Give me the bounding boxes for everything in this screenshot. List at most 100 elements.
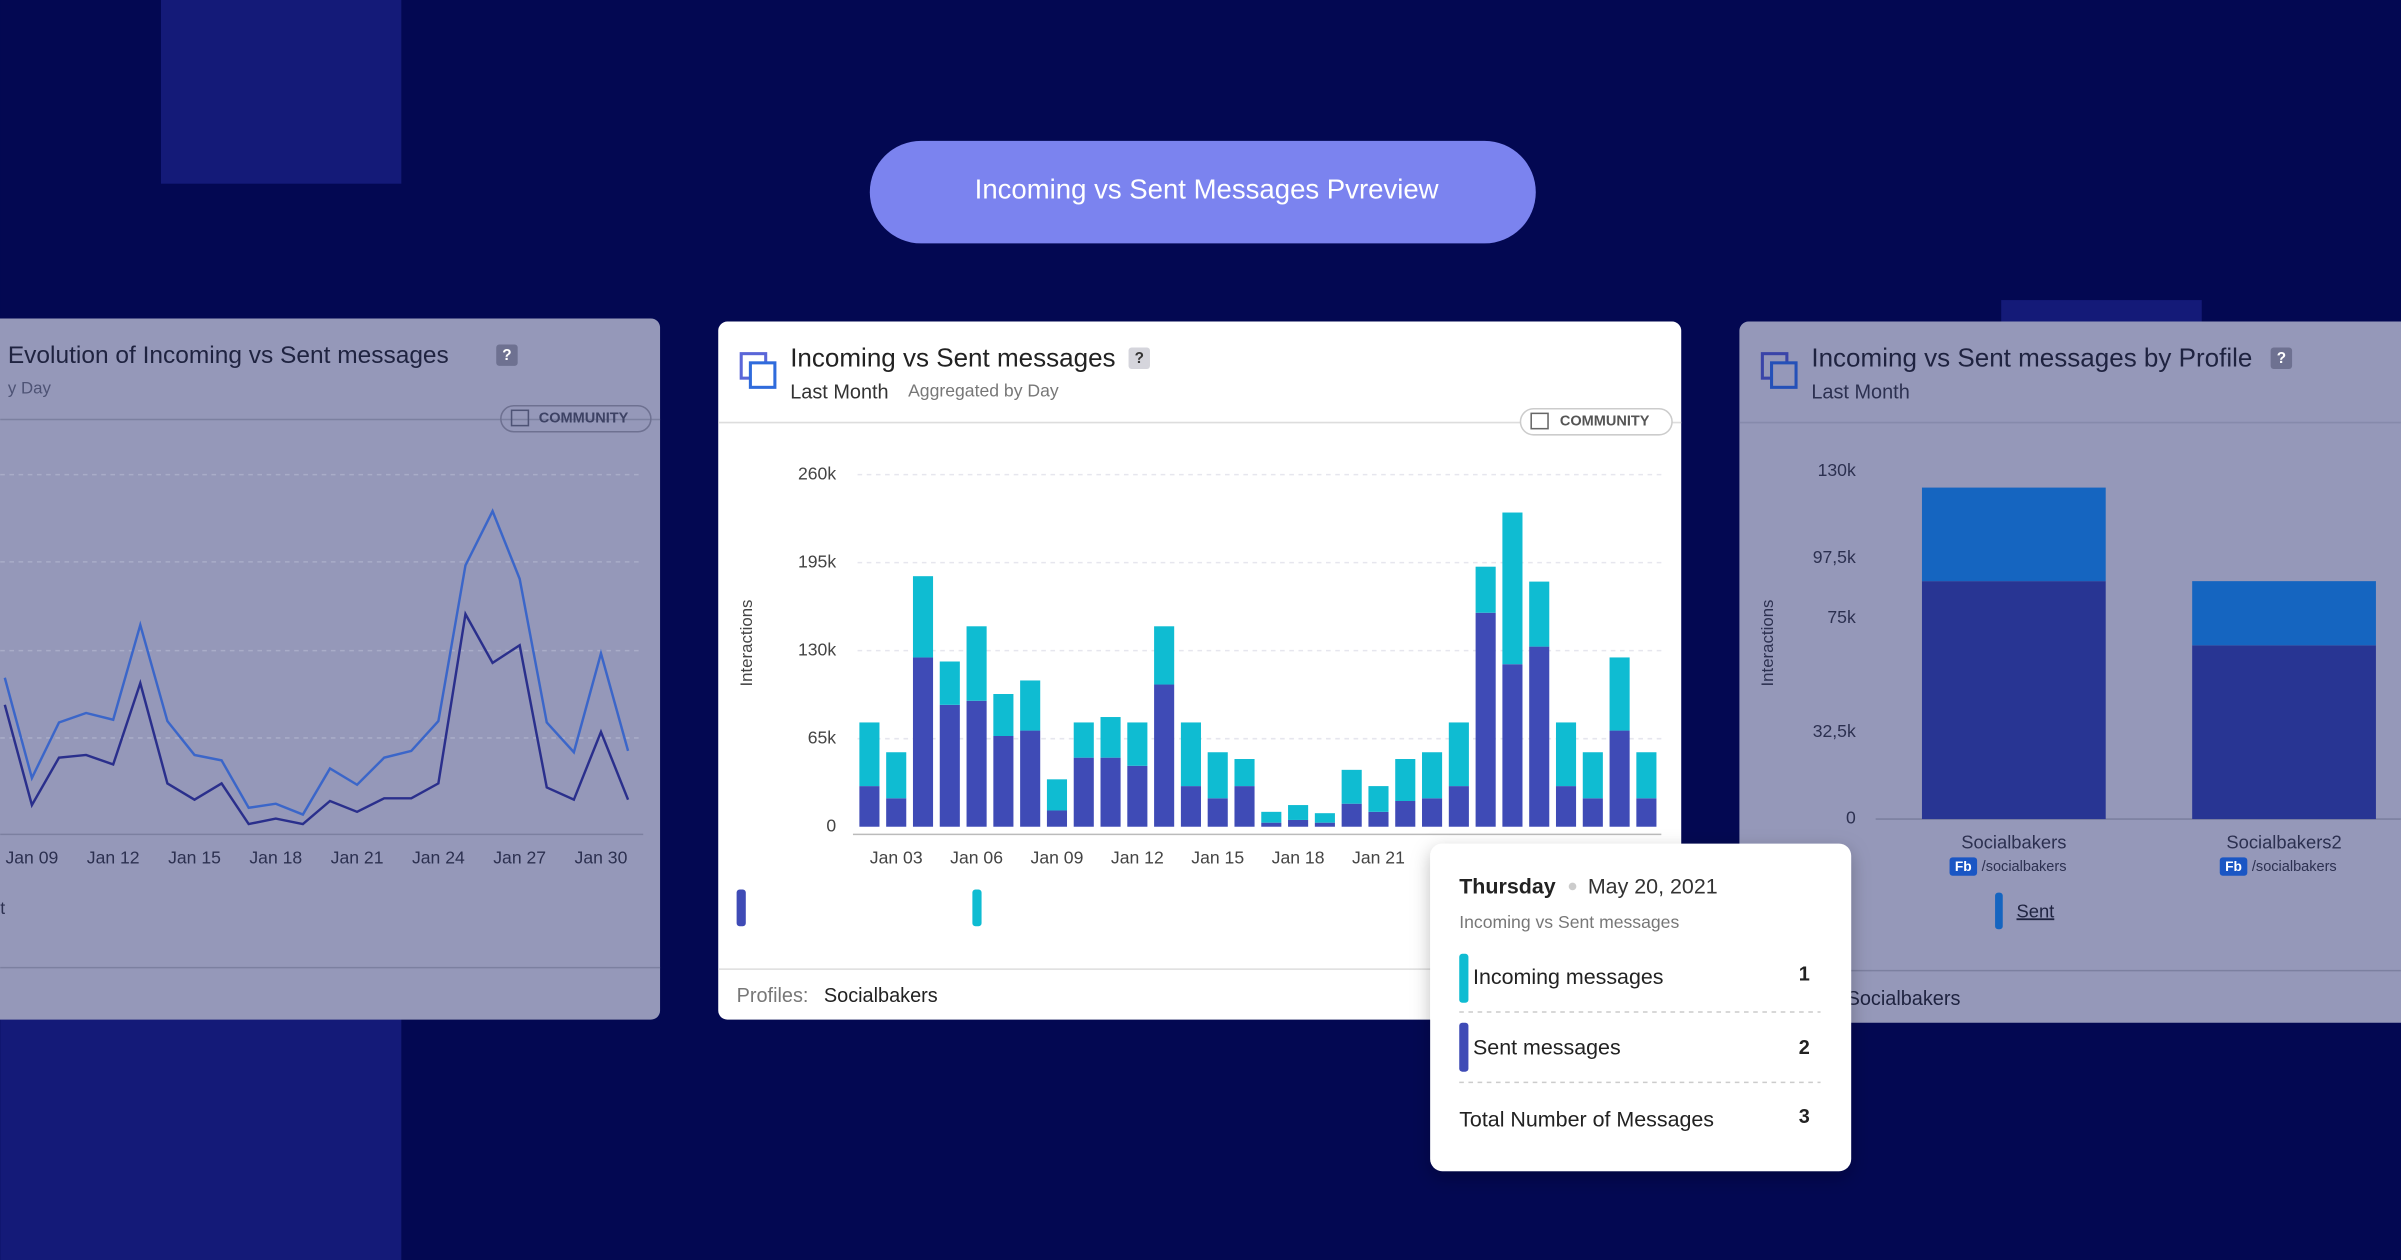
deco-block (160, 0, 402, 184)
tooltip-date: May 20, 2021 (1588, 875, 1718, 899)
help-badge (1128, 347, 1150, 369)
card-bg (0, 318, 661, 1020)
footer-label: Profiles: (737, 985, 809, 1007)
bar-segment (912, 657, 934, 827)
bar-segment (1422, 752, 1443, 799)
footer-value: Socialbakers (824, 985, 938, 1007)
x-tick-label: Jan 27 (493, 848, 546, 868)
card-title: Incoming vs Sent messages (790, 343, 1115, 373)
bar-segment (1582, 752, 1603, 799)
bar-segment (1261, 811, 1282, 823)
bar-segment (1127, 722, 1148, 766)
row-value: 3 (1799, 1106, 1810, 1128)
bar-segment (1368, 786, 1389, 812)
deco-block (0, 1010, 402, 1260)
x-tick-label: Jan 21 (331, 848, 384, 868)
y-tick-label: 130k (1818, 460, 1856, 480)
bar-segment (1180, 722, 1201, 787)
bar-segment (1154, 684, 1175, 827)
card-icon (748, 361, 777, 389)
bar-segment (966, 626, 987, 701)
y-axis-label: Interactions (737, 600, 756, 687)
bar-segment (1046, 779, 1068, 811)
bar-segment (1448, 786, 1469, 827)
bar-segment (1582, 798, 1603, 827)
bar-segment (1288, 819, 1309, 827)
bar-segment (1100, 757, 1121, 827)
help-text: ? (2277, 350, 2286, 367)
bar-segment (1020, 730, 1041, 827)
bar-segment (1073, 757, 1094, 827)
bar-segment (1341, 803, 1362, 827)
bar-segment (1502, 664, 1523, 827)
badge-text: COMMUNITY (1560, 414, 1650, 430)
x-tick-label: Socialbakers (1961, 831, 2066, 852)
row-label: Sent messages (1473, 1035, 1621, 1059)
tooltip: Thursday May 20, 2021 Incoming vs Sent m… (1430, 843, 1852, 1172)
y-tick-label: 75k (1827, 607, 1856, 627)
bar-segment (912, 576, 934, 658)
bar-segment (886, 798, 907, 827)
tooltip-subtitle: Incoming vs Sent messages (1459, 912, 1679, 932)
card-period: Last Month (790, 382, 888, 404)
help-badge (2270, 347, 2293, 369)
bar-segment (1314, 813, 1335, 823)
bar-segment (1555, 722, 1577, 787)
profile-handle: /socialbakers (1982, 859, 2067, 875)
banner: Incoming vs Sent Messages Pvreview (869, 140, 1536, 244)
bar-segment (1073, 722, 1094, 758)
bar-segment (939, 661, 960, 705)
row-value: 2 (1799, 1037, 1810, 1059)
bar-segment (1529, 646, 1550, 827)
banner-pill (869, 140, 1536, 244)
footer-value: Socialbakers (1847, 988, 1961, 1010)
tooltip-day: Thursday (1459, 875, 1556, 899)
bar-segment (1180, 786, 1201, 827)
bar-segment (1422, 798, 1443, 827)
badge-icon (510, 409, 530, 427)
bar-segment (1609, 730, 1630, 827)
y-tick-label: 0 (826, 815, 836, 835)
x-tick-label: Jan 18 (1272, 848, 1325, 868)
badge-text: COMMUNITY (539, 411, 629, 427)
bar-segment (1395, 800, 1416, 827)
row-label: Total Number of Messages (1459, 1107, 1714, 1131)
x-tick-label: Jan 12 (87, 848, 140, 868)
badge-pill (1519, 408, 1673, 436)
bar-segment (939, 704, 960, 827)
banner-title: Incoming vs Sent Messages Pvreview (975, 174, 1439, 205)
card-subtitle: y Day (8, 378, 52, 397)
profile-badge-text: Fb (1955, 859, 1972, 874)
x-tick-label: Jan 06 (950, 848, 1003, 868)
bar-segment (1395, 759, 1416, 801)
row-value: 1 (1799, 963, 1810, 985)
separator-dot (1568, 882, 1577, 891)
bar-segment (886, 752, 907, 799)
x-tick-label: Jan 30 (575, 848, 628, 868)
bar-segment (1368, 811, 1389, 827)
x-tick-label: Jan 18 (249, 848, 302, 868)
bar-segment (1288, 805, 1309, 820)
x-tick-label: Jan 24 (412, 848, 465, 868)
bar-segment (1921, 581, 2106, 820)
help-text: ? (502, 347, 511, 364)
y-tick-label: 0 (1846, 808, 1856, 828)
bar-segment (1475, 612, 1496, 827)
bar-segment (1636, 752, 1657, 799)
row-label: Incoming messages (1473, 965, 1664, 989)
x-tick-label: Jan 15 (168, 848, 221, 868)
bar-segment (1341, 769, 1362, 804)
x-tick-label: Jan 03 (870, 848, 923, 868)
bar-segment (1636, 798, 1657, 827)
y-tick-label: 97,5k (1813, 547, 1856, 567)
bar-segment (1448, 722, 1469, 787)
right-card: Incoming vs Sent messages by Profile ? L… (1739, 321, 2401, 1023)
bar-segment (2192, 581, 2376, 646)
bar-segment (859, 722, 880, 787)
y-tick-label: 260k (798, 463, 836, 483)
bar-segment (1234, 786, 1255, 827)
series-line (3, 508, 630, 817)
bar-segment (1502, 512, 1523, 665)
